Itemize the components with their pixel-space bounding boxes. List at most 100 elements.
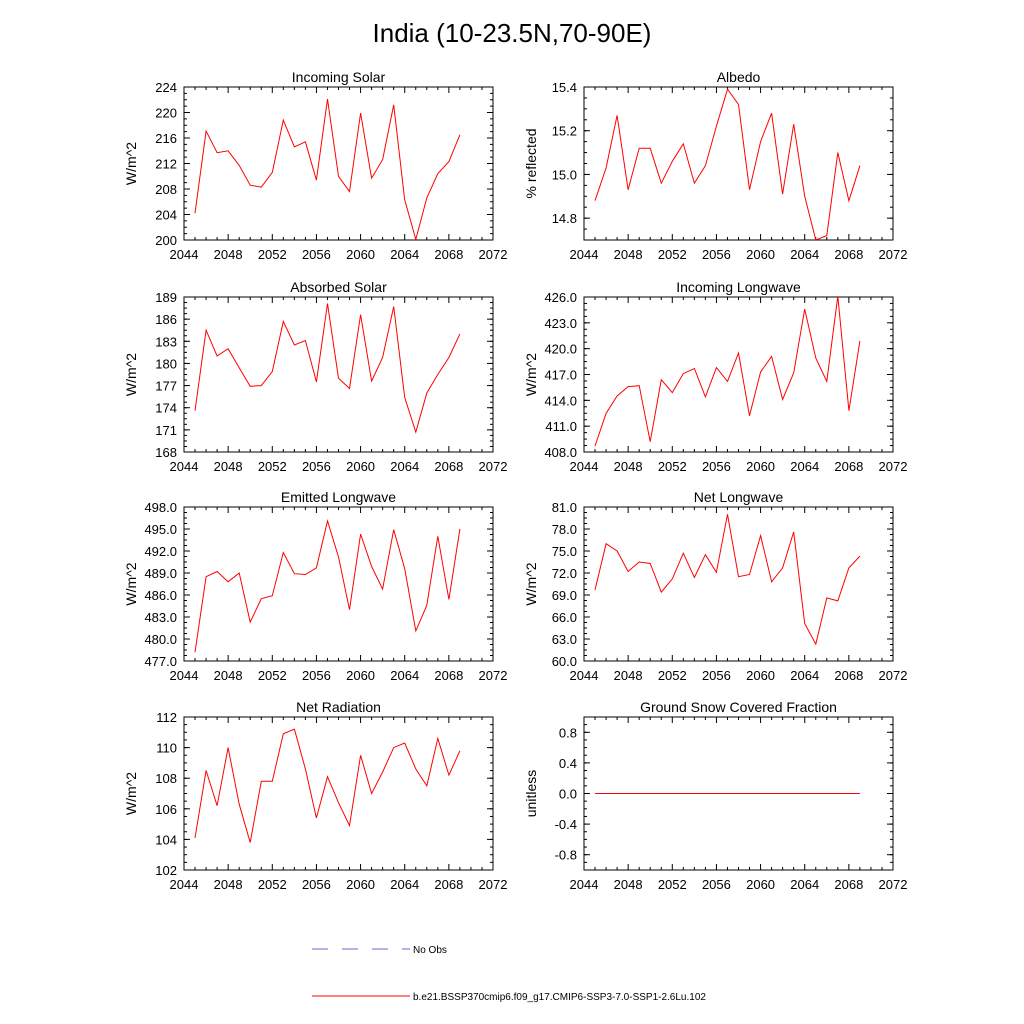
- panel-7: Ground Snow Covered Fraction unitless 2044…: [523, 699, 907, 892]
- panel-title: Incoming Solar: [292, 69, 386, 85]
- y-tick-label: 200: [155, 233, 177, 248]
- panel-3: Incoming Longwave W/m^2 2044 2048 2052 2056 20…: [523, 279, 907, 474]
- x-tick-label: 2052: [658, 459, 687, 474]
- y-tick-label: 180: [155, 356, 177, 371]
- x-tick-label: 2072: [479, 668, 508, 683]
- y-tick-label: 486.0: [144, 588, 177, 603]
- x-tick-label: 2044: [570, 668, 599, 683]
- y-tick-label: 81.0: [552, 500, 577, 515]
- y-tick-label: 417.0: [544, 368, 577, 383]
- panel-4: Emitted Longwave W/m^2 2044 2048 2052 2056 206…: [123, 489, 507, 683]
- x-tick-label: 2064: [790, 668, 819, 683]
- panel-2: Absorbed Solar W/m^2 2044 2048 2052 2056 2060 2…: [123, 279, 507, 474]
- y-tick-label: 0.8: [559, 725, 577, 740]
- y-tick-label: 420.0: [544, 342, 577, 357]
- x-tick-label: 2068: [434, 247, 463, 262]
- y-tick-label: 69.0: [552, 588, 577, 603]
- y-axis-label: W/m^2: [523, 353, 539, 396]
- x-tick-label: 2060: [746, 668, 775, 683]
- series-line: [194, 518, 461, 653]
- x-tick-label: 2060: [346, 459, 375, 474]
- x-tick-label: 2064: [790, 459, 819, 474]
- y-tick-label: 212: [155, 157, 177, 172]
- y-tick-label: 498.0: [144, 500, 177, 515]
- series-line: [594, 297, 861, 447]
- x-tick-label: 2048: [614, 668, 643, 683]
- y-tick-label: 108: [155, 771, 177, 786]
- y-tick-label: 224: [155, 80, 177, 95]
- panel-0: Incoming Solar W/m^2 2044 2048 2052 2056 2060 2…: [123, 69, 507, 262]
- x-tick-label: 2068: [834, 668, 863, 683]
- legend-obs-label: No Obs: [413, 945, 447, 956]
- y-tick-label: -0.8: [555, 848, 577, 863]
- x-tick-label: 2060: [346, 668, 375, 683]
- x-tick-label: 2060: [346, 247, 375, 262]
- y-tick-label: 14.8: [552, 211, 577, 226]
- y-tick-label: 204: [155, 208, 177, 223]
- x-tick-label: 2044: [570, 247, 599, 262]
- y-tick-label: 477.0: [144, 654, 177, 669]
- x-tick-label: 2064: [790, 247, 819, 262]
- x-tick-label: 2072: [879, 877, 908, 892]
- x-tick-label: 2056: [702, 668, 731, 683]
- y-tick-label: -0.4: [555, 817, 577, 832]
- y-tick-label: 72.0: [552, 566, 577, 581]
- x-tick-label: 2068: [834, 877, 863, 892]
- y-tick-label: 495.0: [144, 522, 177, 537]
- y-tick-label: 104: [155, 832, 177, 847]
- x-tick-label: 2052: [258, 247, 287, 262]
- y-tick-label: 0.4: [559, 756, 577, 771]
- y-tick-label: 15.4: [552, 80, 577, 95]
- x-tick-label: 2072: [479, 459, 508, 474]
- y-tick-label: 15.2: [552, 124, 577, 139]
- y-tick-label: 186: [155, 312, 177, 327]
- panel-6: Net Radiation W/m^2 2044 2048 2052 2056 2060 20…: [123, 699, 507, 892]
- y-tick-label: 426.0: [544, 290, 577, 305]
- panel-title: Net Radiation: [296, 699, 381, 715]
- panel-title: Emitted Longwave: [281, 489, 396, 505]
- x-tick-label: 2048: [214, 459, 243, 474]
- panel-title: Incoming Longwave: [676, 279, 801, 295]
- legend: No Obs b.e21.BSSP370cmip6.f09_g17.CMIP6-…: [312, 945, 706, 1003]
- panel-title: Absorbed Solar: [290, 279, 387, 295]
- y-tick-label: 183: [155, 334, 177, 349]
- x-tick-label: 2044: [570, 877, 599, 892]
- x-tick-label: 2056: [702, 877, 731, 892]
- x-tick-label: 2044: [170, 877, 199, 892]
- y-tick-label: 492.0: [144, 544, 177, 559]
- x-tick-label: 2044: [570, 459, 599, 474]
- y-axis-label: unitless: [523, 770, 539, 817]
- y-tick-label: 102: [155, 863, 177, 878]
- x-tick-label: 2052: [258, 459, 287, 474]
- x-tick-label: 2048: [614, 877, 643, 892]
- x-tick-label: 2048: [214, 877, 243, 892]
- y-tick-label: 189: [155, 290, 177, 305]
- x-tick-label: 2060: [746, 247, 775, 262]
- panel-title: Albedo: [717, 69, 761, 85]
- x-tick-label: 2048: [614, 247, 643, 262]
- series-line: [594, 514, 861, 646]
- x-tick-label: 2072: [479, 877, 508, 892]
- y-tick-label: 171: [155, 423, 177, 438]
- x-tick-label: 2068: [834, 459, 863, 474]
- x-tick-label: 2044: [170, 668, 199, 683]
- panel-1: Albedo % reflected 2044 2048 2052 2056 2060 206…: [523, 69, 907, 262]
- y-tick-label: 208: [155, 182, 177, 197]
- x-tick-label: 2052: [658, 668, 687, 683]
- y-tick-label: 66.0: [552, 610, 577, 625]
- panel-5: Net Longwave W/m^2 2044 2048 2052 2056 2060 206…: [523, 489, 907, 683]
- x-tick-label: 2056: [702, 459, 731, 474]
- y-tick-label: 112: [156, 710, 177, 725]
- x-tick-label: 2060: [746, 459, 775, 474]
- figure-title: India (10-23.5N,70-90E): [373, 18, 652, 48]
- x-tick-label: 2056: [302, 247, 331, 262]
- x-tick-label: 2056: [302, 877, 331, 892]
- x-tick-label: 2048: [214, 668, 243, 683]
- x-tick-label: 2048: [214, 247, 243, 262]
- plot-frame: [583, 296, 894, 453]
- y-tick-label: 0.0: [559, 787, 577, 802]
- x-tick-label: 2064: [390, 668, 419, 683]
- y-tick-label: 483.0: [144, 610, 177, 625]
- y-tick-label: 480.0: [144, 632, 177, 647]
